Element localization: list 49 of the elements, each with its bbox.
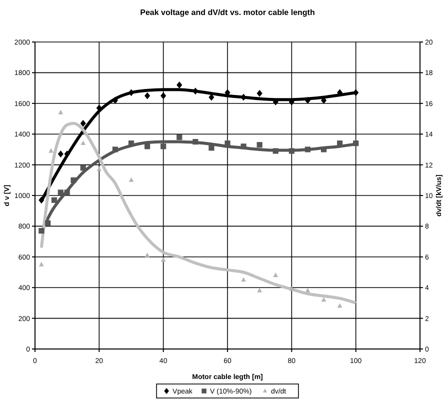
point bbox=[96, 166, 102, 172]
point bbox=[38, 262, 44, 266]
point bbox=[58, 190, 64, 196]
point bbox=[320, 146, 327, 152]
point bbox=[160, 92, 166, 100]
point bbox=[176, 134, 182, 140]
point bbox=[112, 146, 118, 152]
point bbox=[112, 96, 118, 104]
point bbox=[80, 120, 86, 127]
point bbox=[321, 297, 326, 302]
point bbox=[288, 148, 294, 154]
point bbox=[208, 145, 214, 151]
point bbox=[70, 177, 76, 183]
point bbox=[51, 197, 58, 203]
point bbox=[240, 94, 246, 101]
point bbox=[128, 177, 134, 182]
point bbox=[192, 138, 198, 145]
point bbox=[144, 92, 150, 100]
point bbox=[80, 140, 86, 146]
point bbox=[337, 303, 342, 308]
point bbox=[353, 89, 359, 96]
point bbox=[38, 196, 44, 204]
point bbox=[128, 89, 134, 96]
point bbox=[257, 288, 262, 292]
point bbox=[353, 140, 359, 146]
point bbox=[304, 96, 311, 104]
point bbox=[160, 144, 166, 150]
point bbox=[45, 220, 51, 226]
point bbox=[38, 228, 44, 234]
point bbox=[58, 110, 64, 114]
point bbox=[289, 286, 294, 291]
point bbox=[240, 144, 246, 150]
point bbox=[272, 148, 278, 154]
point bbox=[176, 81, 182, 88]
point bbox=[208, 94, 214, 101]
point bbox=[241, 277, 246, 282]
point bbox=[192, 88, 198, 95]
point bbox=[305, 288, 310, 292]
point bbox=[58, 150, 64, 158]
point bbox=[64, 190, 70, 196]
point bbox=[144, 252, 150, 258]
point bbox=[273, 272, 278, 278]
chart-title: Peak voltage and dV/dt vs. motor cable length bbox=[140, 8, 315, 17]
point bbox=[160, 257, 166, 262]
point bbox=[256, 90, 262, 97]
point bbox=[80, 165, 86, 171]
point bbox=[304, 146, 311, 152]
point bbox=[144, 144, 150, 150]
point bbox=[256, 142, 262, 148]
